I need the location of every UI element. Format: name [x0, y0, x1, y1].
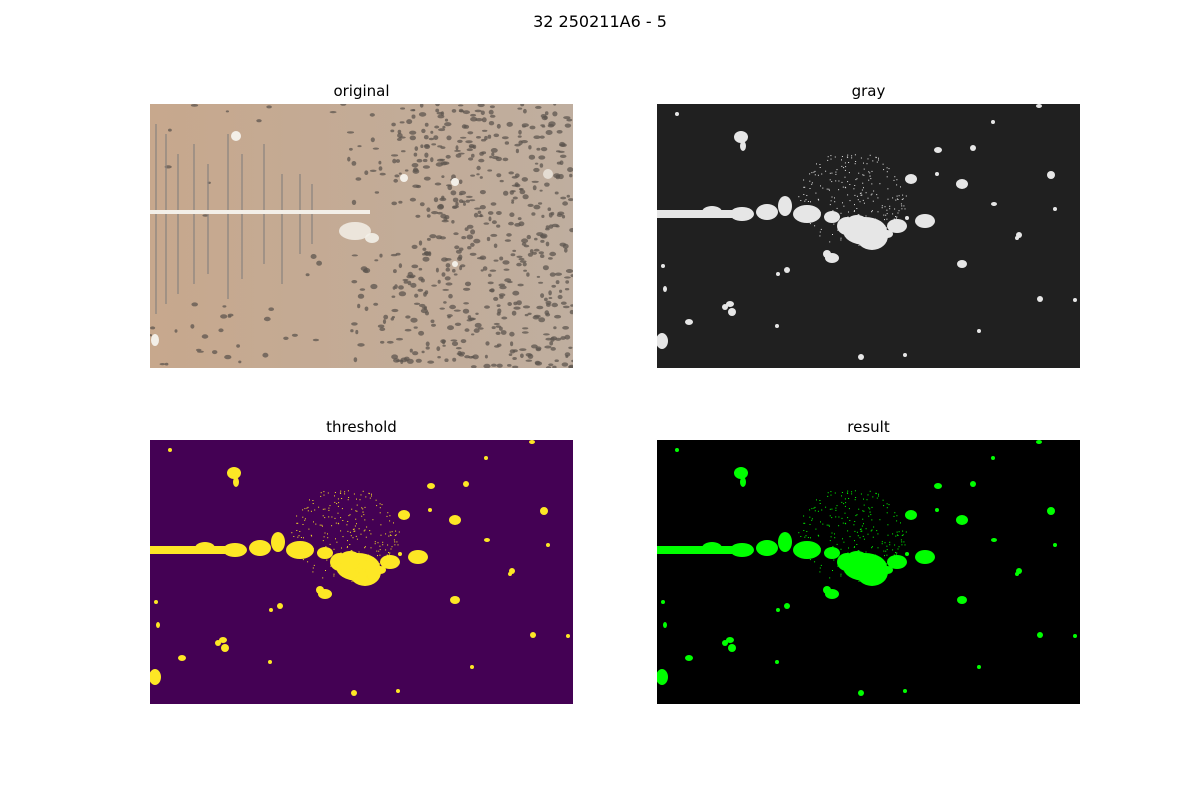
result-image [657, 440, 1080, 704]
threshold-image [150, 440, 573, 704]
panel-title-gray: gray [851, 82, 886, 100]
result-mask [657, 440, 1080, 704]
gray-image [657, 104, 1080, 368]
original-photo [150, 104, 573, 368]
panel-title-threshold: threshold [326, 418, 397, 436]
threshold-mask [150, 440, 573, 704]
gray-mask [657, 104, 1080, 368]
panel-title-original: original [333, 82, 390, 100]
panel-title-result: result [847, 418, 890, 436]
figure-suptitle: 32 250211A6 - 5 [533, 12, 667, 31]
original-image [150, 104, 573, 368]
